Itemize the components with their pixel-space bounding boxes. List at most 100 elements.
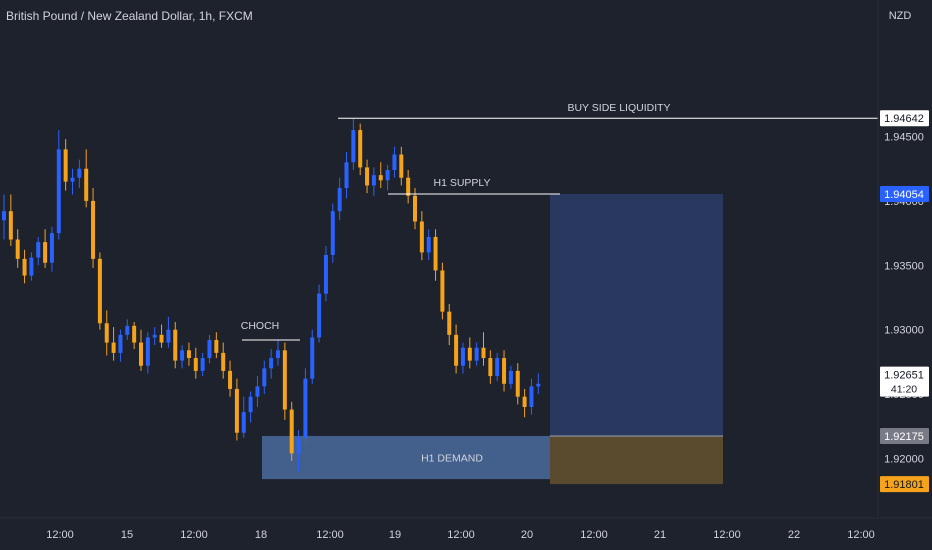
candle-body[interactable]	[111, 342, 116, 353]
candle-body[interactable]	[139, 342, 143, 366]
candle-body[interactable]	[337, 188, 342, 212]
candle-body[interactable]	[276, 350, 280, 359]
candle-body[interactable]	[413, 195, 417, 222]
candle-body[interactable]	[241, 412, 246, 433]
x-tick-label: 12:00	[713, 529, 741, 541]
candle-body[interactable]	[502, 358, 507, 384]
candle-body[interactable]	[467, 347, 472, 361]
y-tick-label: 1.94500	[884, 132, 924, 144]
candle-body[interactable]	[180, 350, 185, 361]
candle-body[interactable]	[323, 254, 328, 294]
candle-body[interactable]	[392, 154, 397, 170]
candle-body[interactable]	[56, 149, 61, 234]
candle-body[interactable]	[200, 358, 205, 371]
candle-body[interactable]	[255, 386, 260, 397]
target-zone	[550, 193, 723, 436]
candle-body[interactable]	[440, 270, 445, 312]
buy-side-liquidity-label: BUY SIDE LIQUIDITY	[567, 102, 670, 114]
candle-body[interactable]	[152, 334, 157, 338]
candle-body[interactable]	[228, 370, 233, 389]
candle-body[interactable]	[488, 358, 493, 377]
candle-body[interactable]	[193, 358, 198, 371]
candle-body[interactable]	[495, 358, 500, 377]
candle-body[interactable]	[351, 130, 356, 163]
candle-body[interactable]	[221, 352, 226, 371]
chart-title: British Pound / New Zealand Dollar, 1h, …	[6, 9, 253, 23]
x-tick-label: 18	[255, 529, 267, 541]
candle-body[interactable]	[125, 325, 130, 335]
candle-body[interactable]	[358, 130, 363, 168]
candle-body[interactable]	[132, 325, 137, 343]
x-tick-label: 12:00	[580, 529, 608, 541]
candle-body[interactable]	[29, 257, 34, 276]
candle-body[interactable]	[214, 340, 219, 353]
candle-body[interactable]	[310, 337, 315, 379]
candle-body[interactable]	[49, 233, 54, 263]
candle-body[interactable]	[522, 396, 527, 407]
candle-body[interactable]	[406, 177, 411, 196]
candle-body[interactable]	[77, 168, 82, 178]
candle-body[interactable]	[207, 340, 212, 359]
candle-body[interactable]	[186, 350, 191, 359]
candle-body[interactable]	[248, 396, 253, 413]
candle-body[interactable]	[63, 149, 68, 182]
candle-body[interactable]	[145, 337, 150, 366]
candle-body[interactable]	[508, 370, 513, 384]
candle-body[interactable]	[330, 211, 335, 255]
candle-body[interactable]	[104, 323, 109, 343]
candle-body[interactable]	[481, 347, 486, 359]
price-tag-value: 1.94054	[884, 189, 924, 201]
candle-body[interactable]	[385, 169, 390, 181]
candle-body[interactable]	[447, 311, 452, 335]
candle-body[interactable]	[419, 221, 424, 253]
candle-body[interactable]	[8, 211, 13, 240]
y-tick-label: 1.93500	[884, 260, 924, 272]
candle-body[interactable]	[433, 236, 438, 271]
candle-body[interactable]	[70, 177, 75, 182]
candle-body[interactable]	[22, 258, 27, 276]
candle-body[interactable]	[378, 175, 383, 181]
h1-supply-label: H1 SUPPLY	[434, 177, 491, 189]
candle-body[interactable]	[84, 168, 89, 201]
candle-body[interactable]	[296, 437, 301, 454]
candle-body[interactable]	[2, 211, 6, 221]
price-tag	[880, 427, 929, 444]
candle-body[interactable]	[43, 242, 48, 263]
candle-body[interactable]	[399, 154, 404, 178]
candle-body[interactable]	[36, 242, 41, 258]
candle-body[interactable]	[289, 409, 294, 454]
candle-body[interactable]	[365, 167, 370, 186]
candle-body[interactable]	[536, 383, 541, 387]
candle-body[interactable]	[529, 386, 534, 407]
y-tick-label: 1.92000	[884, 454, 924, 466]
candle-body[interactable]	[234, 388, 239, 433]
price-tag	[880, 476, 929, 493]
candle-body[interactable]	[159, 334, 164, 343]
candle-body[interactable]	[454, 334, 459, 366]
candle-body[interactable]	[166, 329, 171, 343]
candle-body[interactable]	[371, 175, 376, 186]
candle-body[interactable]	[344, 162, 349, 189]
candle-body[interactable]	[118, 334, 123, 353]
h1-demand-zone	[262, 435, 550, 480]
candle-body[interactable]	[262, 368, 267, 387]
candle-body[interactable]	[474, 347, 479, 361]
x-tick-label: 19	[389, 529, 401, 541]
candle-body[interactable]	[173, 329, 178, 361]
candle-body[interactable]	[282, 350, 287, 410]
candle-body[interactable]	[15, 239, 20, 259]
candle-body[interactable]	[426, 236, 431, 253]
price-tag-value: 1.94642	[884, 113, 924, 125]
candle-body[interactable]	[269, 358, 274, 369]
candle-body[interactable]	[460, 347, 465, 366]
y-tick-label: 1.93000	[884, 325, 924, 337]
candle-body[interactable]	[317, 293, 322, 338]
currency-label: NZD	[889, 10, 912, 22]
candle-body[interactable]	[515, 370, 520, 397]
candle-body[interactable]	[303, 378, 308, 438]
price-tag	[880, 110, 929, 127]
candle-body[interactable]	[97, 258, 102, 324]
candle-body[interactable]	[91, 200, 96, 259]
